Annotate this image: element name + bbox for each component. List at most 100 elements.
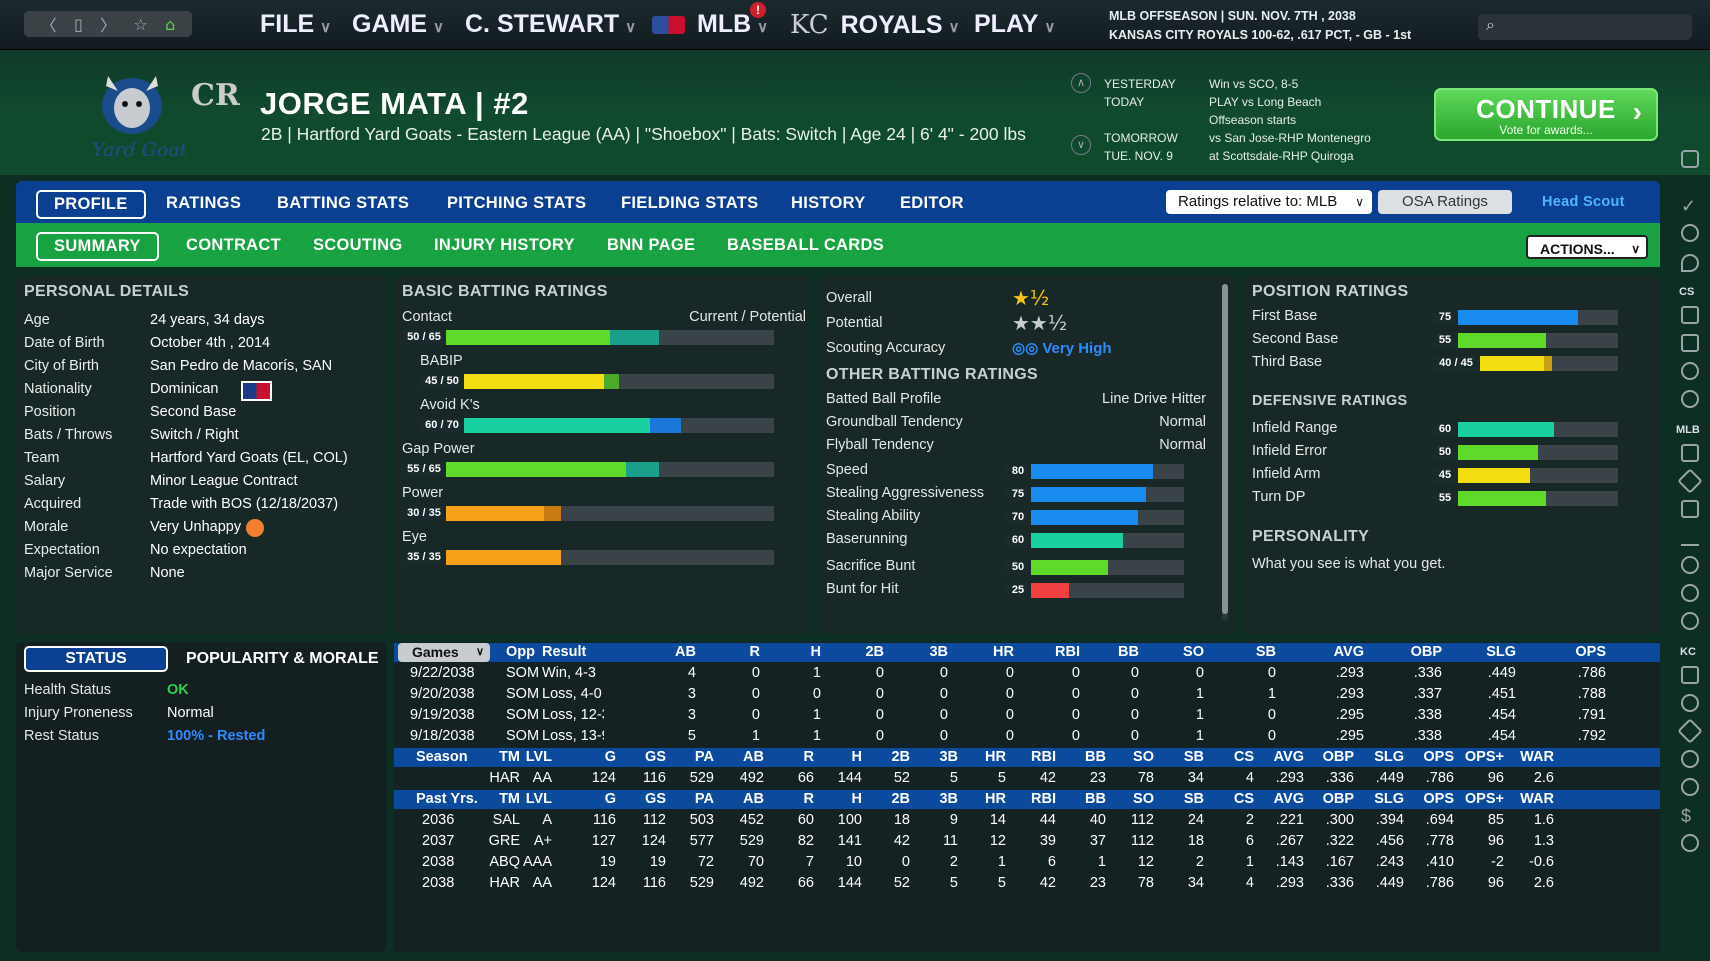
tab-contract[interactable]: CONTRACT [186,236,281,254]
games-cell: .338 [1413,728,1442,744]
games-filter-select[interactable]: Games ∨ [398,643,490,662]
overall-scrollbar[interactable] [1222,284,1228,620]
baseball-icon[interactable] [1681,778,1699,796]
gear-icon[interactable] [1681,612,1699,630]
location-icon[interactable] [1681,254,1699,272]
diamond-icon[interactable] [1677,468,1703,494]
past-stats-cell: 10 [845,854,862,870]
past-stats-cell: HAR [489,875,520,891]
season-stats-cell: 5 [949,770,958,786]
past-stats-cell: 452 [739,812,764,828]
past-stats-col-header: 2B [891,791,910,807]
batting-bar-current [446,550,561,565]
home-icon[interactable]: ⌂ [165,14,176,34]
past-stats-col-header: Past Yrs. [416,791,478,807]
defensive-bar-fill [1458,491,1546,506]
card-icon[interactable] [1681,500,1699,518]
tab-batting-stats[interactable]: BATTING STATS [277,194,410,212]
transfer-icon[interactable] [1681,584,1699,602]
games-cell: Loss, 4-0 [542,686,602,702]
tab-editor[interactable]: EDITOR [900,194,964,212]
season-stats-cell: 492 [739,770,764,786]
tab-injury-history[interactable]: INJURY HISTORY [434,236,575,254]
past-stats-cell: .456 [1375,833,1404,849]
search-icon[interactable] [1681,362,1699,380]
status-panel: STATUS POPULARITY & MORALE Health Status… [16,642,386,952]
menu-manager[interactable]: C. STEWART ∨ [465,10,636,39]
games-cell: Loss, 13-9 [542,728,604,744]
check-icon[interactable]: ✓ [1681,196,1697,216]
other-batting-key: Groundball Tendency [826,414,963,430]
transfer-icon[interactable] [1681,750,1699,768]
forward-icon[interactable]: 〉 [100,16,117,35]
search-icon: ⌕ [1486,17,1495,34]
dollar-icon[interactable]: $ [1681,806,1692,826]
position-bar-value: 55 [1432,333,1458,348]
chevron-down-icon: ∨ [1044,18,1056,36]
tab-scouting[interactable]: SCOUTING [313,236,403,254]
diamond-icon[interactable] [1677,718,1703,744]
past-stats-cell: 11 [942,833,958,849]
chart-icon[interactable] [1681,528,1699,546]
menu-royals[interactable]: KC ROYALS ∨ [790,10,960,40]
main-tabs: PROFILE RATINGS BATTING STATS PITCHING S… [16,181,1660,223]
batting-bar-value: 55 / 65 [402,462,446,477]
ratings-relative-select[interactable]: Ratings relative to: MLB ∨ [1166,190,1372,214]
past-stats-cell: 4 [1245,875,1254,891]
past-stats-col-header: AVG [1273,791,1304,807]
games-cell: 0 [875,707,884,723]
osa-ratings-button[interactable]: OSA Ratings [1378,190,1512,214]
schedule-up-icon[interactable]: ∧ [1071,73,1091,93]
binoculars-icon: ◎◎ [1012,340,1043,357]
menu-mlb[interactable]: MLB ∨ [652,10,768,39]
continue-button[interactable]: CONTINUE Vote for awards... › [1434,88,1658,141]
gear-icon[interactable] [1681,390,1699,408]
menu-play[interactable]: PLAY ∨ [974,10,1055,39]
season-stats-col-header: OBP [1322,749,1354,765]
tab-status[interactable]: STATUS [24,646,168,672]
games-col-header: OBP [1410,644,1442,660]
defensive-ratings-title: DEFENSIVE RATINGS [1252,393,1408,409]
past-stats-cell: .410 [1425,854,1454,870]
tab-summary[interactable]: SUMMARY [36,232,159,261]
past-stats-cell: 2037 [422,833,455,849]
speed-bar-fill [1031,560,1108,575]
menu-file[interactable]: FILE ∨ [260,10,331,39]
collapse-icon[interactable] [1681,150,1699,168]
past-stats-cell: 9 [949,812,958,828]
home-icon[interactable] [1681,444,1699,462]
tab-popularity-morale[interactable]: POPULARITY & MORALE [186,650,379,667]
tab-history[interactable]: HISTORY [791,194,866,212]
globe-icon[interactable] [1681,224,1699,242]
tab-bnn-page[interactable]: BNN PAGE [607,236,696,254]
head-scout-button[interactable]: Head Scout [1542,194,1625,210]
personal-value: Very Unhappy [150,519,242,535]
home-icon[interactable] [1681,666,1699,684]
tab-profile[interactable]: PROFILE [36,190,146,219]
past-stats-cell: 6 [1047,854,1056,870]
star-icon[interactable]: ☆ [133,14,148,34]
gear-icon[interactable] [1681,834,1699,852]
tab-ratings[interactable]: RATINGS [166,194,242,212]
back-icon[interactable]: 〈 [40,16,57,35]
season-stats-col-header: AVG [1273,749,1304,765]
schedule-down-icon[interactable]: ∨ [1071,135,1091,155]
continue-sub: Vote for awards... [1499,123,1593,137]
page-icon[interactable]: ▯ [74,14,83,34]
baseball-icon[interactable] [1681,556,1699,574]
actions-button[interactable]: ACTIONS... ∨ [1526,235,1648,259]
search-input[interactable]: ⌕ [1478,14,1692,40]
past-stats-col-header: SB [1183,791,1204,807]
home-icon[interactable] [1681,306,1699,324]
menu-game[interactable]: GAME ∨ [352,10,444,39]
other-batting-value: Line Drive Hitter [1102,391,1206,407]
mail-icon[interactable] [1681,334,1699,352]
games-filter-label: Games [412,644,459,660]
tab-pitching-stats[interactable]: PITCHING STATS [447,194,587,212]
games-cell: 0 [1267,707,1276,723]
tab-baseball-cards[interactable]: BASEBALL CARDS [727,236,884,254]
users-icon[interactable] [1681,694,1699,712]
tab-fielding-stats[interactable]: FIELDING STATS [621,194,759,212]
games-cell: 0 [1071,686,1080,702]
personal-value: Switch / Right [150,427,239,443]
